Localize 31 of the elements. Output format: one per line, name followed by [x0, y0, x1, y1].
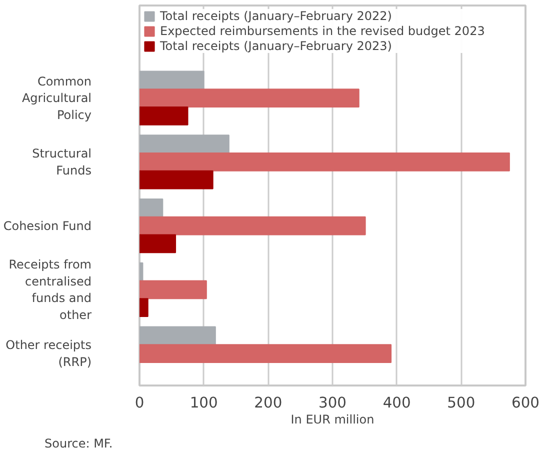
bar [140, 170, 214, 190]
bar [140, 234, 176, 254]
y-tick-label: Cohesion Fund [3, 218, 92, 233]
x-tick-label: 100 [190, 394, 218, 412]
legend-label: Expected reimbursements in the revised budget 2023 [160, 24, 485, 38]
bar [140, 280, 207, 300]
x-tick-label: 400 [382, 394, 411, 412]
x-tick-label: 600 [512, 394, 540, 412]
bar [140, 70, 204, 90]
x-tick-label: 500 [447, 394, 476, 412]
y-tick-label: Structural Funds [32, 146, 92, 178]
bar [140, 88, 360, 108]
x-tick-label: 200 [254, 394, 282, 412]
bar [140, 152, 510, 172]
y-tick-label: Receipts from centralised funds and other [8, 258, 92, 322]
source-note: Source: MF. [44, 436, 113, 450]
legend-label: Total receipts (January–February 2022) [160, 9, 392, 23]
bar [140, 106, 188, 126]
y-tick-label: Other receipts (RRP) [6, 338, 92, 369]
x-axis-title: In EUR million [290, 412, 374, 426]
legend-label: Total receipts (January–February 2023) [160, 39, 392, 53]
bar [140, 198, 164, 218]
y-tick-label: Common Agricultural Policy [22, 74, 92, 122]
bar [140, 344, 392, 364]
bar [140, 326, 216, 346]
bar [140, 134, 230, 154]
bar [140, 298, 148, 318]
x-tick-label: 300 [318, 394, 346, 412]
x-tick-label: 0 [134, 394, 144, 412]
bar [140, 216, 366, 236]
bar [140, 262, 144, 282]
